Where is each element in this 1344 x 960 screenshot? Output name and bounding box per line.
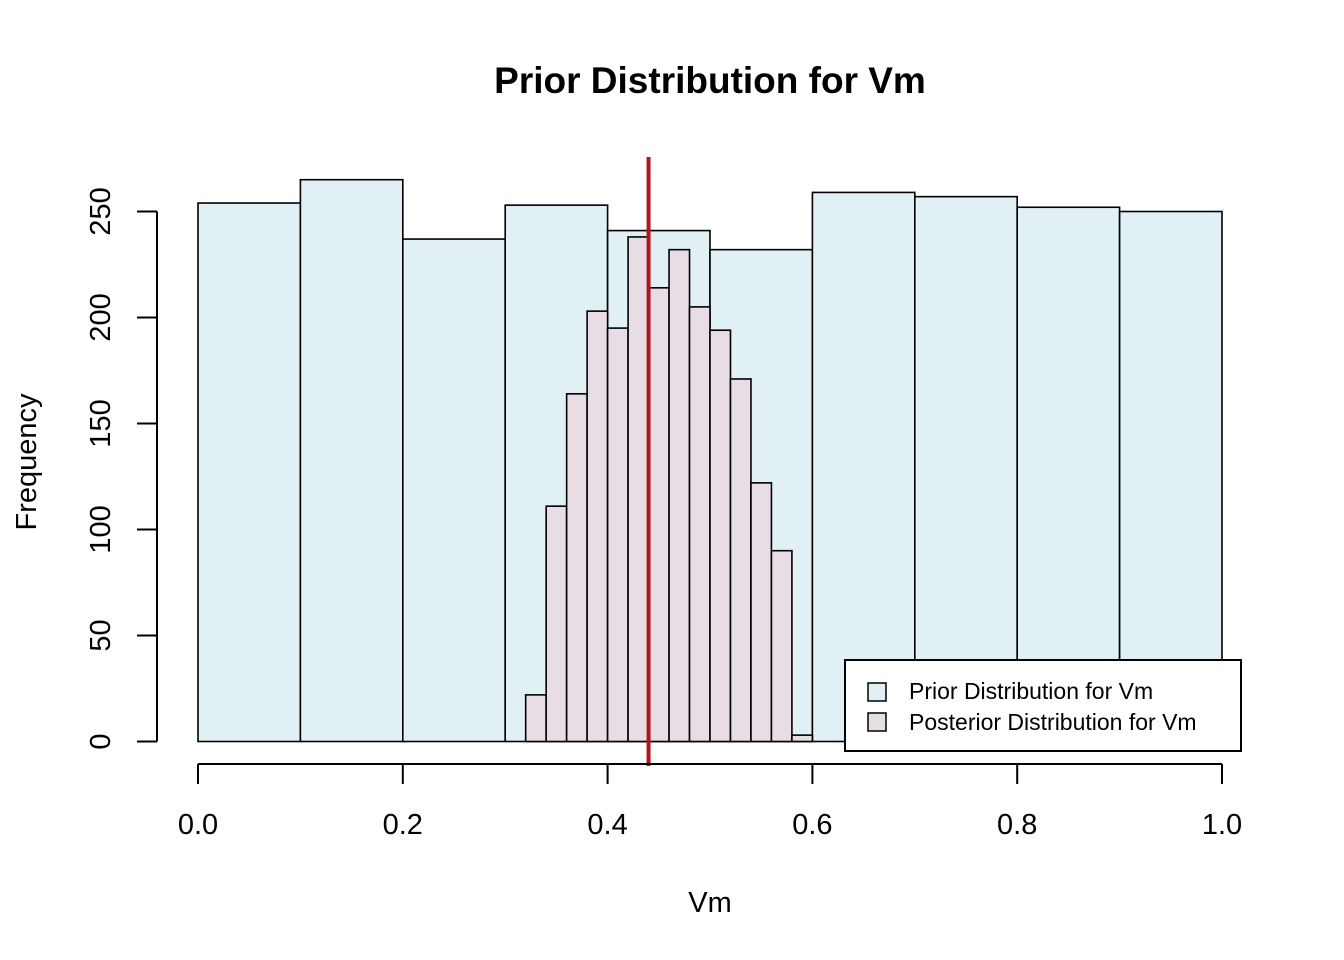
y-tick-label: 100 <box>85 505 117 553</box>
x-tick-label: 0.0 <box>178 809 218 841</box>
posterior-bar <box>565 393 588 743</box>
posterior-bar <box>586 310 609 743</box>
legend-swatch-posterior <box>867 712 887 732</box>
posterior-bars <box>524 236 814 743</box>
posterior-bar <box>688 306 711 743</box>
prior-bar <box>299 178 404 743</box>
posterior-bar <box>606 327 629 743</box>
prior-bar <box>1118 210 1223 743</box>
y-axis: 0 50 100 150 200 250 <box>85 187 158 750</box>
y-tick-label: 0 <box>85 733 117 749</box>
x-tick-label: 0.6 <box>792 809 832 841</box>
posterior-bar <box>668 248 691 743</box>
legend-swatch-prior <box>867 682 887 702</box>
prior-bar <box>197 202 302 743</box>
legend-box <box>844 659 1242 752</box>
prior-bar <box>913 195 1018 743</box>
x-tick-label: 0.4 <box>587 809 627 841</box>
posterior-bar <box>647 287 670 743</box>
posterior-bar <box>545 505 568 743</box>
posterior-bar <box>627 236 650 743</box>
x-tick-label: 0.2 <box>383 809 423 841</box>
y-tick-label: 200 <box>85 293 117 341</box>
posterior-bar <box>770 549 793 743</box>
posterior-bar <box>524 694 547 743</box>
prior-bar <box>401 238 506 743</box>
chart-title: Prior Distribution for Vm <box>494 60 926 101</box>
x-tick-label: 0.8 <box>997 809 1037 841</box>
y-axis-label: Frequency <box>11 393 43 531</box>
x-axis: 0.0 0.2 0.4 0.6 0.8 1.0 <box>178 763 1242 841</box>
y-tick-label: 50 <box>85 619 117 651</box>
x-axis-label: Vm <box>688 887 732 919</box>
legend-label-prior: Prior Distribution for Vm <box>909 678 1153 704</box>
legend-label-posterior: Posterior Distribution for Vm <box>909 709 1197 735</box>
posterior-bar <box>750 482 773 743</box>
x-tick-label: 1.0 <box>1202 809 1242 841</box>
legend: Prior Distribution for Vm Posterior Dist… <box>844 659 1242 752</box>
y-tick-label: 250 <box>85 187 117 235</box>
posterior-bar <box>709 329 732 743</box>
posterior-bar <box>729 378 752 743</box>
y-tick-label: 150 <box>85 399 117 447</box>
posterior-bar <box>791 734 814 743</box>
prior-bars <box>197 178 1223 743</box>
